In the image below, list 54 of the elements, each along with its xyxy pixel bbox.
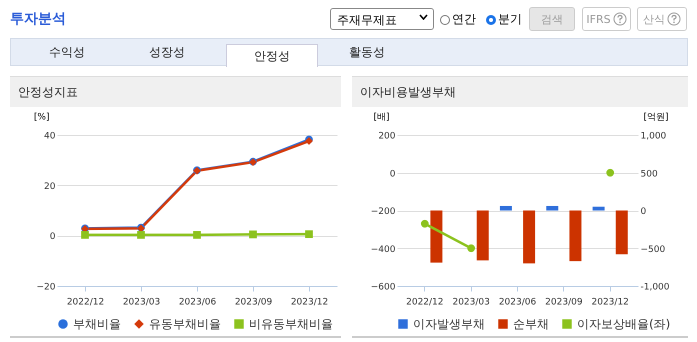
point — [249, 230, 257, 238]
y-axis-title: [배] — [373, 112, 390, 122]
y2-tick-label: -1,000 — [640, 282, 670, 292]
y-tick-label: 200 — [378, 132, 396, 142]
legend-label: 이자발생부채 — [413, 317, 485, 331]
y-tick-label: 40 — [44, 132, 56, 142]
point — [137, 231, 145, 239]
x-tick-label: 2022/12 — [66, 298, 104, 308]
text: 투자분석 — [10, 10, 66, 28]
chart-title: 안정성지표 — [10, 76, 341, 107]
x-tick-label: 2023/03 — [122, 298, 160, 308]
y-tick-label: −20 — [36, 282, 56, 292]
x-tick-label: 2023/12 — [290, 298, 328, 308]
text: 수익성 — [48, 44, 86, 61]
point — [420, 220, 429, 228]
y-axis-title: [%] — [34, 112, 50, 122]
point — [193, 231, 201, 239]
y-tick-label: 20 — [44, 182, 56, 192]
y2-tick-label: −500 — [640, 244, 666, 255]
legend-label: 부채비율 — [73, 317, 121, 331]
point — [81, 231, 89, 239]
text: 활동성 — [348, 44, 386, 61]
legend-label: 비유동부채비율 — [249, 317, 333, 331]
text: 연간 — [452, 11, 476, 28]
y-tick-label: −400 — [370, 244, 396, 255]
point — [606, 168, 614, 177]
y2-tick-label: 0 — [640, 207, 646, 217]
x-tick-label: 2023/12 — [591, 298, 629, 308]
legend-label: 순부채 — [513, 317, 549, 331]
x-tick-label: 2023/09 — [545, 298, 583, 308]
text: 분기 — [498, 11, 522, 28]
x-tick-label: 2023/06 — [498, 298, 536, 308]
text: 안정성 — [226, 44, 318, 67]
x-tick-label: 2023/09 — [234, 298, 272, 308]
button: 검색 — [529, 7, 575, 31]
y-tick-label: 0 — [390, 169, 396, 180]
y2-tick-label: 1,000 — [640, 132, 667, 142]
point — [467, 244, 476, 252]
y2-tick-label: 500 — [640, 169, 658, 180]
y-tick-label: −600 — [370, 282, 396, 292]
button: IFRS — [582, 7, 631, 31]
y-tick-label: 0 — [50, 232, 56, 242]
x-tick-label: 2023/06 — [178, 298, 216, 308]
button: 산식 — [637, 7, 687, 31]
y-tick-label: −200 — [370, 207, 396, 217]
x-tick-label: 2022/12 — [406, 298, 444, 308]
y2-axis-title: [억원] — [644, 112, 669, 122]
legend-label: 유동부채비율 — [149, 317, 221, 331]
legend-label: 이자보상배율(좌) — [577, 317, 670, 331]
chart-title: 이자비용발생부채 — [352, 76, 688, 107]
point — [305, 230, 313, 238]
x-tick-label: 2023/03 — [452, 298, 490, 308]
dropdown: 주재무제표 — [330, 8, 434, 30]
text: 성장성 — [148, 44, 186, 61]
